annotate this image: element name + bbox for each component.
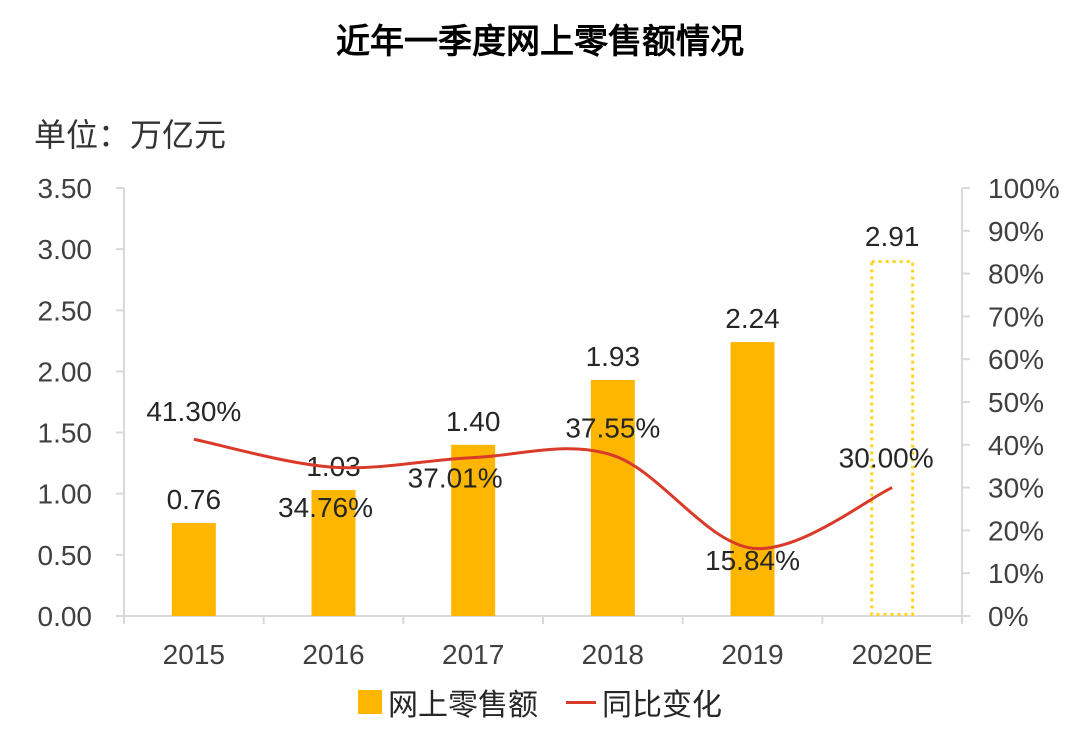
legend-item-bar: 网上零售额 <box>358 680 538 724</box>
bar <box>171 523 216 616</box>
left-axis-tick-label: 2.00 <box>38 356 93 387</box>
unit-label: 单位：万亿元 <box>34 116 227 154</box>
line-data-label: 37.55% <box>565 412 660 443</box>
bar-data-label: 1.93 <box>586 341 641 372</box>
x-axis-tick-label: 2019 <box>721 639 783 670</box>
right-axis-tick-label: 0% <box>988 601 1028 632</box>
line-data-label: 37.01% <box>408 463 503 494</box>
bar <box>451 444 496 616</box>
line-data-label: 30.00% <box>839 443 934 474</box>
right-axis-tick-label: 40% <box>988 430 1044 461</box>
left-axis-tick-label: 3.00 <box>38 234 93 265</box>
chart-title: 近年一季度网上零售额情况 <box>336 22 744 62</box>
right-axis-tick-label: 100% <box>988 173 1060 204</box>
left-axis-tick-label: 0.50 <box>38 540 93 571</box>
bar-data-label: 0.76 <box>167 484 222 515</box>
legend-item-line: 同比变化 <box>566 680 722 724</box>
x-axis-tick-label: 2020E <box>852 639 933 670</box>
legend-swatch-bar <box>358 690 382 714</box>
right-axis-tick-label: 70% <box>988 301 1044 332</box>
bar-data-label: 1.40 <box>446 406 501 437</box>
left-axis-tick-label: 3.50 <box>38 173 93 204</box>
right-axis-tick-label: 50% <box>988 387 1044 418</box>
chart-legend: 网上零售额 同比变化 <box>0 680 1080 724</box>
right-axis-tick-label: 60% <box>988 344 1044 375</box>
left-axis-tick-label: 2.50 <box>38 295 93 326</box>
x-axis-tick-label: 2018 <box>582 639 644 670</box>
bar-estimated <box>870 260 915 616</box>
right-axis-tick-label: 80% <box>988 259 1044 290</box>
legend-label-bar: 网上零售额 <box>388 688 538 723</box>
legend-swatch-line <box>566 700 596 704</box>
left-axis-tick-label: 0.00 <box>38 601 93 632</box>
line-data-label: 41.30% <box>146 396 241 427</box>
right-axis-tick-label: 10% <box>988 558 1044 589</box>
bar <box>311 490 356 616</box>
bar-data-label: 2.24 <box>725 303 780 334</box>
x-axis-tick-label: 2015 <box>163 639 225 670</box>
legend-label-line: 同比变化 <box>602 688 722 723</box>
left-axis-tick-label: 1.00 <box>38 479 93 510</box>
left-axis-tick-label: 1.50 <box>38 418 93 449</box>
line-data-label: 34.76% <box>278 492 373 523</box>
bar <box>590 379 635 616</box>
right-axis-tick-label: 90% <box>988 216 1044 247</box>
right-axis-tick-label: 20% <box>988 515 1044 546</box>
x-axis-tick-label: 2017 <box>442 639 504 670</box>
line-series-yoy <box>193 437 893 550</box>
x-axis-tick-label: 2016 <box>302 639 364 670</box>
bar-data-label: 2.91 <box>865 221 920 252</box>
bar <box>730 342 775 616</box>
right-axis-tick-label: 30% <box>988 473 1044 504</box>
line-data-label: 15.84% <box>705 545 800 576</box>
